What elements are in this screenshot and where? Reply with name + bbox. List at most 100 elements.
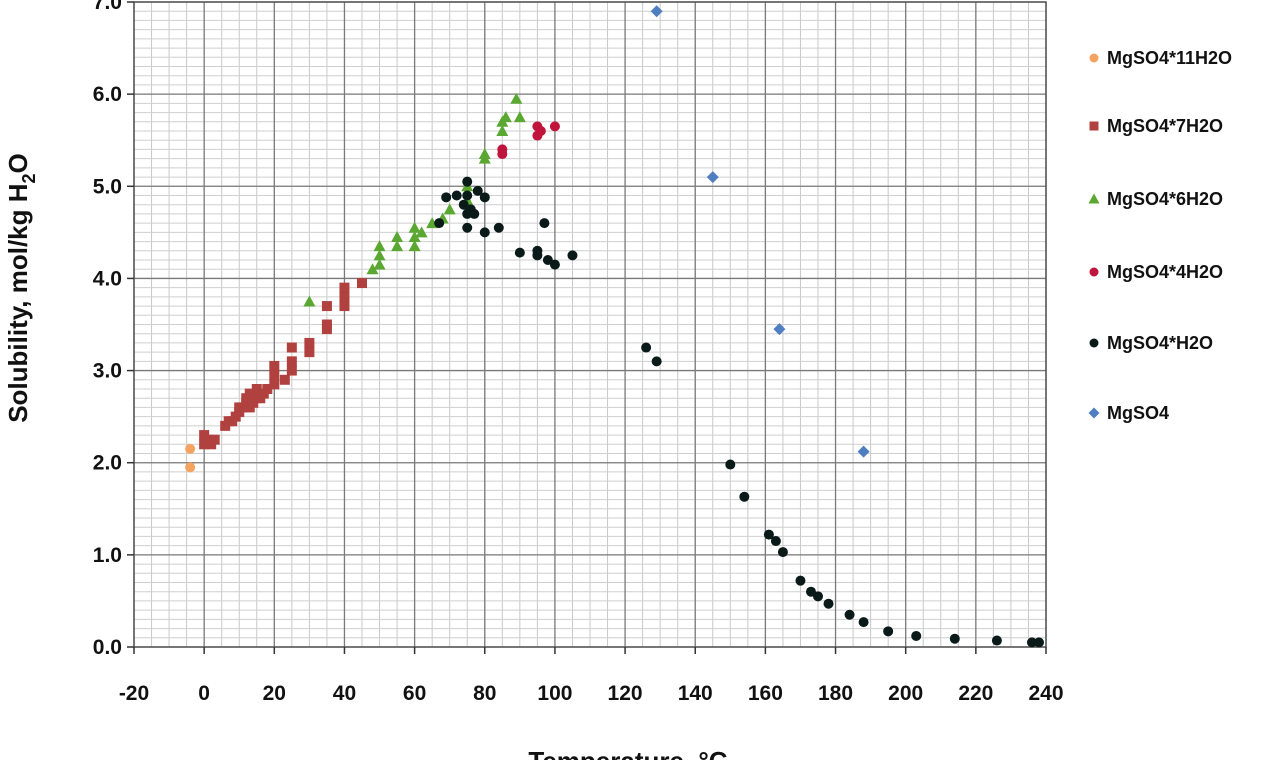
point-mgso4-7h2o (321, 319, 332, 330)
point-mgso4-7h2o (304, 347, 315, 358)
point-mgso4-h2o (777, 547, 788, 558)
point-mgso4-h2o (532, 250, 543, 261)
point-mgso4-7h2o (339, 291, 350, 302)
legend-marker (1089, 121, 1099, 131)
point-mgso4-6h2o (373, 240, 386, 252)
point-mgso4-h2o (641, 342, 652, 353)
x-tick-label: 200 (888, 682, 923, 705)
point-mgso4-4h2o (497, 144, 508, 155)
point-mgso4-h2o (469, 208, 480, 219)
point-mgso4-7h2o (286, 342, 297, 353)
legend-label: MgSO4*6H2O (1107, 189, 1223, 209)
point-mgso4-6h2o (391, 240, 404, 252)
legend-marker (1089, 338, 1099, 348)
point-mgso4-h2o (991, 635, 1002, 646)
point-mgso4-7h2o (279, 374, 290, 385)
point-mgso4-h2o (479, 227, 490, 238)
point-mgso4-h2o (1026, 637, 1037, 648)
point-mgso4-6h2o (366, 263, 379, 275)
point-mgso4-h2o (795, 575, 806, 586)
y-tick-label: 0.0 (93, 636, 122, 659)
x-tick-label: 180 (818, 682, 853, 705)
point-mgso4 (857, 445, 870, 458)
point-mgso4-h2o (493, 222, 504, 233)
point-mgso4-6h2o (391, 230, 404, 242)
point-mgso4-6h2o (373, 258, 386, 270)
legend-marker (1088, 407, 1100, 419)
point-mgso4-7h2o (304, 337, 315, 348)
x-tick-label: 160 (748, 682, 783, 705)
point-mgso4-h2o (462, 190, 473, 201)
x-tick-label: -20 (119, 682, 149, 705)
point-mgso4-4h2o (535, 126, 546, 136)
point-mgso4-h2o (472, 185, 483, 196)
point-mgso4-11h2o (185, 462, 196, 473)
legend: MgSO4*11H2O MgSO4*7H2O MgSO4*6H2O MgSO4*4H2… (1088, 48, 1232, 423)
point-mgso4-h2o (844, 609, 855, 620)
point-mgso4 (706, 171, 719, 184)
point-mgso4-6h2o (373, 249, 386, 261)
y-axis-title: Solubility, mol/kg H2O (3, 153, 39, 423)
point-mgso4-7h2o (339, 282, 350, 293)
point-mgso4-6h2o (408, 221, 421, 233)
point-mgso4-6h2o (496, 125, 509, 136)
x-tick-label: 120 (608, 682, 643, 705)
point-mgso4-h2o (434, 218, 445, 229)
point-mgso4-7h2o (269, 379, 280, 390)
y-tick-label: 5.0 (93, 175, 122, 198)
legend-marker (1089, 53, 1099, 63)
point-mgso4-h2o (770, 536, 781, 547)
point-mgso4-6h2o (510, 92, 523, 104)
point-mgso4-h2o (739, 491, 750, 502)
y-tick-label: 6.0 (93, 83, 122, 106)
point-mgso4-h2o (549, 259, 560, 270)
point-mgso4-7h2o (262, 384, 273, 394)
legend-marker (1089, 267, 1099, 277)
point-mgso4-h2o (725, 459, 736, 470)
y-axis-ticks: 0.0 1.0 2.0 3.0 4.0 5.0 6.0 7.0 (93, 0, 134, 659)
point-mgso4-h2o (949, 633, 960, 644)
point-mgso4-h2o (441, 192, 452, 203)
point-mgso4-4h2o (549, 121, 560, 132)
point-mgso4-7h2o (339, 301, 350, 312)
y-tick-label: 1.0 (93, 544, 122, 567)
minor-grid (133, 1, 1047, 648)
x-tick-label: 220 (958, 682, 993, 705)
point-mgso4 (650, 5, 663, 18)
point-mgso4-h2o (1033, 637, 1044, 648)
point-mgso4-h2o (567, 250, 578, 261)
legend-label: MgSO4*7H2O (1107, 116, 1223, 136)
y-axis-title-suffix: O (3, 153, 33, 173)
point-mgso4-7h2o (244, 388, 255, 399)
y-tick-label: 2.0 (93, 452, 122, 475)
point-mgso4-7h2o (321, 301, 332, 312)
legend-label: MgSO4*11H2O (1107, 48, 1232, 68)
x-axis-ticks: -20 0 20 40 60 80 100 120 140 160 180 200 220 240 (119, 647, 1064, 705)
legend-label: MgSO4*H2O (1107, 333, 1213, 353)
plot-border (133, 1, 1047, 648)
point-mgso4-7h2o (286, 356, 297, 367)
point-mgso4-h2o (883, 626, 894, 637)
point-mgso4-h2o (462, 176, 473, 187)
point-mgso4-h2o (451, 190, 462, 201)
point-mgso4-7h2o (269, 360, 280, 371)
x-tick-label: 20 (263, 682, 286, 705)
point-mgso4-h2o (479, 192, 490, 203)
point-mgso4-h2o (539, 218, 550, 229)
legend-label: MgSO4*4H2O (1107, 262, 1223, 282)
point-mgso4-6h2o (443, 203, 456, 215)
point-mgso4-6h2o (415, 226, 428, 238)
y-tick-label: 4.0 (93, 267, 122, 290)
point-mgso4-6h2o (408, 240, 421, 252)
legend-label: MgSO4 (1107, 403, 1169, 423)
y-axis-title-prefix: Solubility, mol/kg H (3, 183, 33, 422)
point-mgso4-h2o (813, 591, 823, 602)
x-tick-label: 140 (678, 682, 713, 705)
x-tick-label: 40 (333, 682, 356, 705)
legend-marker (1088, 193, 1100, 204)
point-mgso4-6h2o (513, 111, 526, 123)
point-mgso4-6h2o (408, 230, 421, 242)
point-mgso4-11h2o (185, 443, 196, 454)
point-mgso4-6h2o (478, 148, 491, 160)
